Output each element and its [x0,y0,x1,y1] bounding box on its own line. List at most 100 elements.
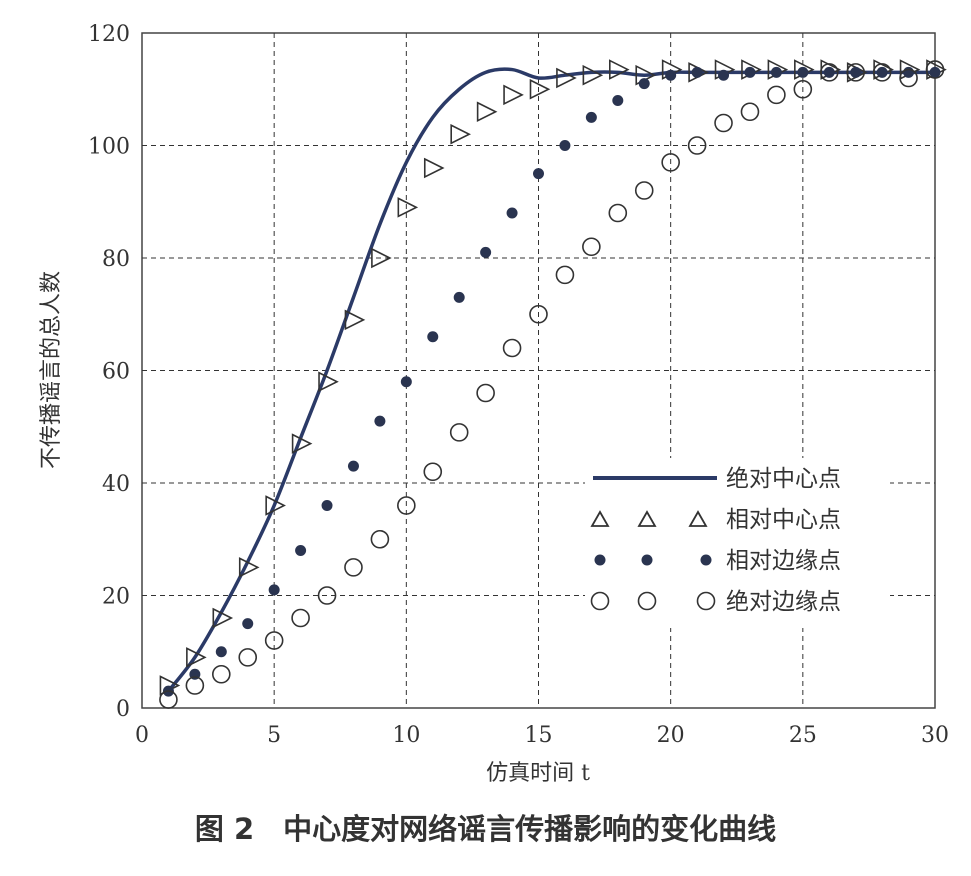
data-point [449,423,469,442]
legend-item: 绝对中心点 [593,466,841,492]
x-tick-label: 25 [789,723,817,748]
x-tick-label: 15 [525,723,553,748]
y-tick-label: 0 [116,697,130,722]
data-point [265,495,286,516]
data-point [797,66,809,78]
data-point [638,78,650,90]
y-tick-label: 80 [102,247,130,272]
data-point [264,631,284,650]
data-point [374,415,386,427]
y-tick-label: 40 [102,472,130,497]
data-point [714,113,733,133]
data-point [212,607,234,629]
legend-item: 相对边缘点 [594,548,841,574]
data-point [823,66,835,78]
y-tick-label: 100 [88,135,130,160]
legend-label: 绝对边缘点 [726,589,841,615]
data-point [612,95,624,106]
legend-swatch-marker [641,554,653,566]
data-point [370,529,390,549]
legend-box [585,458,890,628]
legend-item: 绝对边缘点 [590,589,841,615]
data-point [347,460,359,472]
data-point [476,101,498,123]
data-point [555,265,575,285]
data-point [502,338,522,358]
data-point [850,66,862,78]
legend-swatch-marker [637,510,657,527]
data-point [533,168,544,180]
y-axis-label: 不传播谣言的总人数 [39,271,64,469]
legend-swatch-marker [594,554,606,566]
data-point [691,66,703,78]
x-tick-label: 30 [921,723,949,748]
data-point [585,111,597,123]
legend-swatch-marker [700,554,712,566]
data-point [582,64,604,86]
legend-label: 绝对中心点 [726,466,841,492]
data-point [344,558,363,577]
data-point [291,608,310,628]
data-point [872,63,892,82]
data-point [846,63,866,82]
data-point [819,63,839,82]
data-point [903,66,915,78]
data-point [371,247,392,269]
data-point [608,203,628,223]
data-point [559,140,571,151]
data-point [476,383,495,403]
data-point [744,66,756,78]
data-point [453,291,465,303]
data-point [529,78,551,100]
legend-swatch-marker [590,510,610,527]
data-point [450,123,471,145]
data-point [793,79,813,99]
y-tick-label: 120 [88,22,130,47]
series-2 [159,59,947,696]
data-point [423,462,443,482]
data-point [582,237,601,257]
data-point [899,68,918,88]
x-axis-label: 仿真时间 t [486,761,590,786]
series-4 [159,60,945,709]
data-point [317,586,337,605]
data-point [397,496,416,515]
data-point [929,66,941,78]
data-point [634,181,654,200]
data-point [556,67,577,89]
data-point [344,309,366,331]
data-point [503,84,524,106]
data-point [159,690,178,709]
data-point [397,197,419,218]
legend-swatch-marker [696,591,716,611]
data-point [480,246,492,258]
data-point [770,66,782,78]
data-point [427,331,439,343]
data-point [740,102,760,122]
legend-item: 相对中心点 [590,507,841,533]
data-point [318,371,339,393]
data-point [687,136,707,155]
data-point [212,664,231,684]
data-point [400,376,412,388]
line-chart: 0 5 10 15 20 25 30 0 20 40 60 80 100 120 仿真时间 t 不传播谣言… [39,22,949,786]
x-tick-label: 5 [267,723,281,748]
data-point [665,69,677,81]
data-point [291,433,313,454]
legend-label: 相对中心点 [726,507,841,533]
x-tick-label: 20 [657,723,685,748]
data-point [215,646,227,658]
data-point [423,157,445,179]
data-point [506,207,518,219]
data-point [268,584,280,596]
data-point [185,676,205,695]
data-point [767,85,786,105]
legend-swatch-marker [688,510,708,527]
legend-label: 相对边缘点 [726,548,841,574]
data-point [295,545,307,556]
y-tick-label: 60 [102,360,130,385]
data-point [608,59,630,80]
data-point [718,69,730,81]
